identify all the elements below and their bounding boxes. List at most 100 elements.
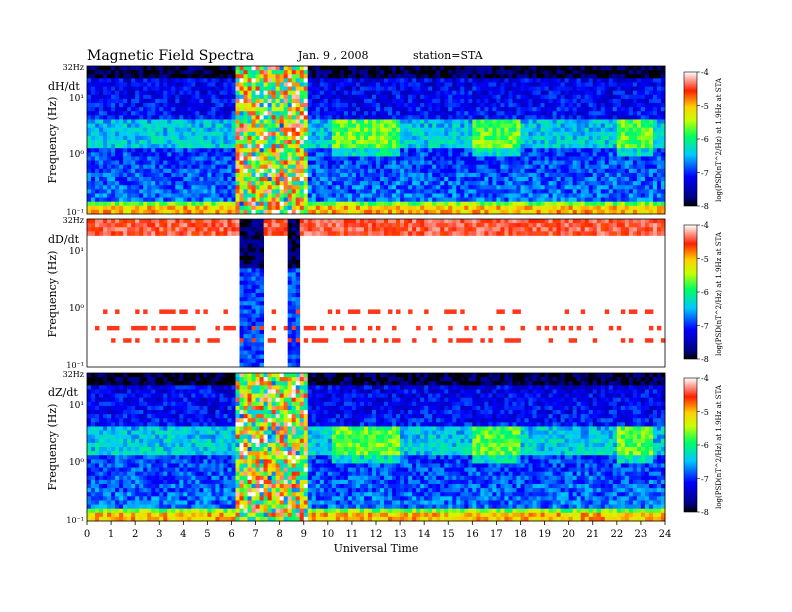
dh-heat-cell xyxy=(215,127,220,133)
dh-heat-cell xyxy=(235,144,240,149)
dh-heat-cell xyxy=(255,111,260,116)
dh-heat-cell xyxy=(388,94,393,100)
dh-heat-cell xyxy=(464,119,469,124)
dh-heat-cell xyxy=(87,197,92,203)
dh-heat-cell xyxy=(343,115,349,120)
dh-heat-cell xyxy=(343,66,349,71)
dh-heat-cell xyxy=(412,144,417,149)
dh-heat-cell xyxy=(568,131,574,137)
dh-heat-cell xyxy=(620,94,626,100)
dh-heat-cell xyxy=(303,181,309,186)
dh-heat-cell xyxy=(223,74,228,79)
dh-heat-cell xyxy=(279,70,285,75)
dh-heat-cell xyxy=(436,201,441,207)
dh-heat-cell xyxy=(307,156,313,161)
dh-heat-cell xyxy=(472,152,477,157)
dh-heat-cell xyxy=(492,201,497,207)
dh-heat-cell xyxy=(207,177,212,182)
dh-heat-cell xyxy=(564,201,570,207)
dh-heat-cell xyxy=(199,181,204,186)
dh-heat-cell xyxy=(151,115,156,120)
dh-heat-cell xyxy=(440,152,445,157)
dh-heat-cell xyxy=(584,66,590,71)
dh-heat-cell xyxy=(111,70,116,75)
dh-heat-cell xyxy=(552,82,558,87)
dh-heat-cell xyxy=(203,131,208,137)
dh-heat-cell xyxy=(612,103,618,108)
dh-heat-cell xyxy=(195,201,200,207)
dh-heat-cell xyxy=(123,189,128,194)
dh-heat-cell xyxy=(556,185,562,190)
dh-heat-cell xyxy=(267,144,273,149)
dh-heat-cell xyxy=(107,205,112,211)
dh-heat-cell xyxy=(239,94,244,100)
dh-heat-cell xyxy=(167,78,172,83)
dh-heat-cell xyxy=(183,164,188,170)
dh-heat-cell xyxy=(560,209,566,215)
dh-heat-cell xyxy=(135,131,140,137)
dh-heat-cell xyxy=(512,152,517,157)
dh-heat-cell xyxy=(223,209,228,215)
dh-heat-cell xyxy=(464,160,469,166)
dh-heat-cell xyxy=(267,123,273,129)
dh-heat-cell xyxy=(307,148,313,153)
dh-heat-cell xyxy=(536,160,541,166)
dh-heat-cell xyxy=(392,70,397,75)
dh-heat-cell xyxy=(231,135,236,141)
dh-heat-cell xyxy=(608,123,614,129)
dh-heat-cell xyxy=(187,90,192,96)
dh-heat-cell xyxy=(323,160,329,166)
dh-heat-cell xyxy=(564,205,570,211)
dh-heat-cell xyxy=(456,94,461,100)
dh-heat-cell xyxy=(151,148,156,153)
dh-heat-cell xyxy=(548,98,554,104)
dh-heat-cell xyxy=(572,107,578,112)
dh-heat-cell xyxy=(279,140,285,145)
dh-heat-cell xyxy=(548,168,554,174)
dh-heat-cell xyxy=(255,107,260,112)
dh-heat-cell xyxy=(279,201,285,207)
dh-heat-cell xyxy=(315,193,321,198)
dh-heat-cell xyxy=(564,193,570,198)
dh-heat-cell xyxy=(271,107,277,112)
dh-heat-cell xyxy=(576,70,582,75)
dh-heat-cell xyxy=(612,156,618,161)
dh-heat-cell xyxy=(219,111,224,116)
dh-heat-cell xyxy=(355,115,361,120)
dh-heat-cell xyxy=(259,131,265,137)
dh-heat-cell xyxy=(500,78,505,83)
dh-heat-cell xyxy=(95,103,100,108)
dh-heat-cell xyxy=(335,197,341,203)
dh-heat-cell xyxy=(416,140,421,145)
dh-heat-cell xyxy=(440,74,445,79)
dh-heat-cell xyxy=(207,70,212,75)
dh-heat-cell xyxy=(327,127,333,133)
dh-heat-cell xyxy=(500,189,505,194)
dh-heat-cell xyxy=(544,193,549,198)
dh-heat-cell xyxy=(103,103,108,108)
dh-heat-cell xyxy=(620,140,626,145)
dh-heat-cell xyxy=(315,66,321,71)
dh-heat-cell xyxy=(191,148,196,153)
dh-heat-cell xyxy=(432,82,437,87)
dh-heat-cell xyxy=(339,164,345,170)
dh-heat-cell xyxy=(528,78,533,83)
dh-heat-cell xyxy=(440,185,445,190)
dh-heat-cell xyxy=(239,172,244,178)
dh-heat-cell xyxy=(564,144,570,149)
dh-heat-cell xyxy=(199,94,204,100)
dh-heat-cell xyxy=(299,82,305,87)
dh-heat-cell xyxy=(624,140,630,145)
dh-heat-cell xyxy=(432,168,437,174)
dh-heat-cell xyxy=(155,115,160,120)
dh-heat-cell xyxy=(376,156,381,161)
dh-heat-cell xyxy=(632,70,638,75)
dh-heat-cell xyxy=(323,193,329,198)
dh-heat-cell xyxy=(127,94,132,100)
dh-heat-cell xyxy=(115,123,120,129)
dh-heat-cell xyxy=(179,197,184,203)
dh-heat-cell xyxy=(600,98,606,104)
dh-heat-cell xyxy=(476,127,481,133)
dh-heat-cell xyxy=(223,181,228,186)
dh-heat-cell xyxy=(271,111,277,116)
